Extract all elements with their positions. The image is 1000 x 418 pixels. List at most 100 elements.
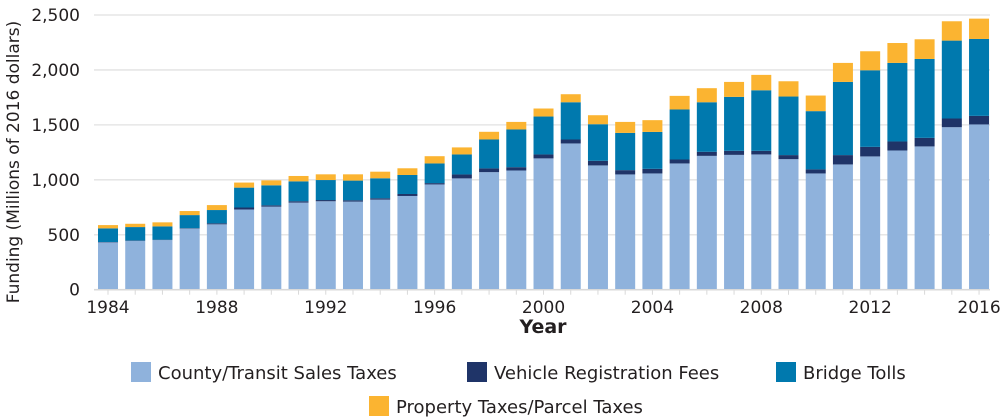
bar-segment [751,150,772,155]
bar-segment [696,88,717,103]
bar-segment [642,173,663,290]
bar-segment [669,159,690,164]
bar-segment [342,180,363,201]
x-tick-label: 1992 [304,298,347,318]
bar-segment [832,155,853,165]
x-tick-label: 2012 [849,298,892,318]
bar-segment [914,58,935,138]
bar-segment [887,150,908,290]
legend: County/Transit Sales Taxes Vehicle Regist… [131,362,906,418]
bar-segment [805,95,826,112]
bar-segment [969,124,990,290]
bar-segment [479,139,500,169]
x-tick-label: 2000 [522,298,565,318]
bar-segment [615,174,636,290]
bar-segment [451,147,472,155]
bar-segment [206,223,227,225]
bar-stack-2015 [941,21,962,290]
bar-segment [642,120,663,132]
bar-segment [479,168,500,173]
bar-stack-2011 [832,62,853,290]
bar-segment [941,118,962,128]
bar-segment [261,180,282,186]
x-tick-label: 1996 [413,298,456,318]
bar-segment [206,205,227,211]
legend-item: Bridge Tolls [776,362,906,384]
bar-stack-2014 [914,39,935,290]
bar-stack-2002 [587,115,608,290]
bar-stack-2008 [751,74,772,290]
bar-segment [669,163,690,290]
bar-segment [587,160,608,166]
bar-stack-1992 [315,174,336,290]
bar-segment [969,38,990,116]
bar-segment [152,222,173,227]
bar-segment [424,156,445,164]
bar-stack-1999 [506,121,527,290]
bar-segment [533,116,554,155]
bar-segment [152,240,173,290]
bar-segment [696,155,717,290]
bar-stack-2016 [969,18,990,290]
bar-segment [288,181,309,202]
x-axis-title: Year [518,316,567,338]
bar-segment [805,111,826,170]
bar-segment [451,178,472,290]
x-tick-label: 1988 [195,298,238,318]
bar-segment [261,206,282,290]
bar-segment [533,158,554,290]
bar-segment [669,95,690,110]
bar-segment [370,178,391,199]
bar-segment [832,164,853,290]
bar-segment [860,156,881,290]
bar-stack-1989 [234,182,255,290]
bar-segment [234,209,255,290]
bar-segment [724,81,745,97]
bar-segment [560,94,581,103]
bar-segment [98,242,118,290]
bar-segment [234,187,255,208]
bar-segment [615,170,636,175]
bar-segment [669,109,690,160]
bar-stack-2010 [805,95,826,290]
bar-segment [479,172,500,290]
bar-segment [125,223,146,228]
bar-segment [206,210,227,224]
x-axis: 1984 1988 1992 1996 2000 2004 2008 2012 2016 [86,288,1000,318]
bar-stack-1996 [424,156,445,290]
bar-segment [125,240,146,290]
bar-segment [778,159,799,290]
bar-segment [724,96,745,151]
bar-stack-1987 [179,211,200,290]
bar-segment [152,226,173,240]
bar-stack-1988 [206,205,227,290]
bar-stack-2001 [560,94,581,290]
y-axis-ticks: 0 500 1,000 1,500 2,000 2,500 [31,6,80,301]
bar-segment [506,170,527,290]
y-tick-label: 0 [69,281,80,301]
bar-segment [179,215,200,229]
bar-stack-2004 [642,120,663,290]
bar-segment [615,132,636,171]
bar-segment [533,154,554,159]
legend-swatch [369,396,389,416]
bar-segment [342,174,363,181]
bar-stack-2005 [669,95,690,290]
bar-segment [587,165,608,290]
bar-stack-1995 [397,168,418,290]
legend-label: Bridge Tolls [803,363,906,384]
bar-segment [969,115,990,125]
bar-segment [125,227,146,241]
bar-segment [261,185,282,206]
bar-segment [288,202,309,290]
bar-segment [832,62,853,82]
bar-segment [778,155,799,160]
legend-item: Vehicle Registration Fees [467,362,719,384]
bar-segment [451,154,472,175]
bar-segment [751,154,772,290]
bar-segment [941,40,962,119]
bar-segment [397,195,418,290]
bar-segment [370,171,391,179]
bar-segment [887,62,908,142]
